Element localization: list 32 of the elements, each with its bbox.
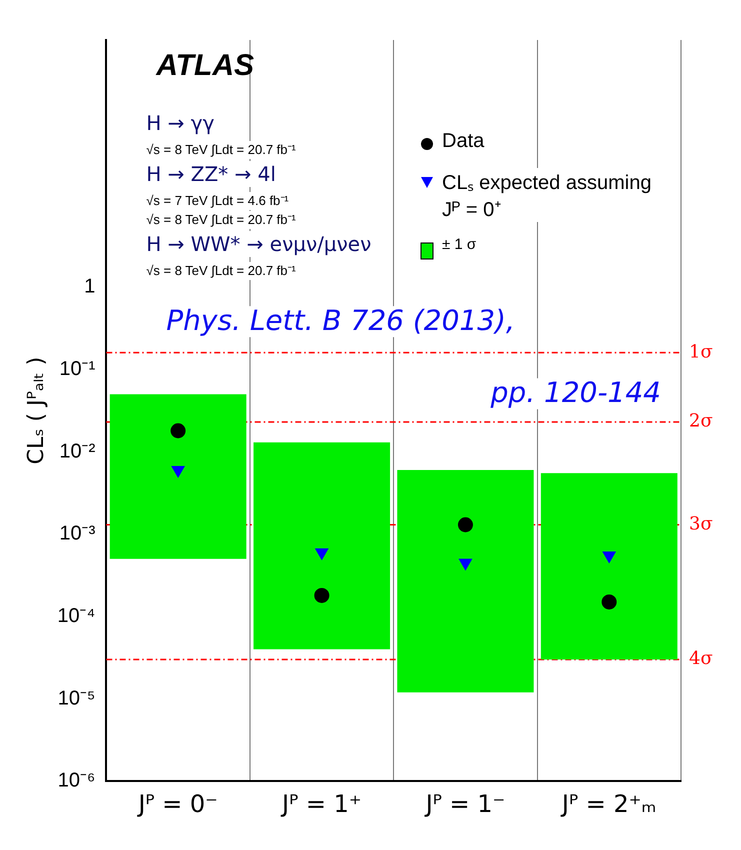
bar: [397, 470, 534, 692]
annotation: √s = 8 TeV ∫Ldt = 20.7 fb⁻¹: [146, 212, 297, 227]
y-tick-label: 10⁻²: [59, 440, 96, 462]
y-tick-label: 10⁻⁴: [57, 605, 96, 628]
legend-label: Data: [442, 130, 484, 153]
annotation: ATLAS: [155, 49, 254, 82]
bar: [540, 473, 678, 660]
y-tick-label: 10⁻⁶: [58, 770, 96, 792]
x-tick-label: Jᴾ = 1⁺: [280, 790, 362, 818]
annotation: H → γγ: [146, 111, 215, 135]
y-axis-title: CLₛ ( Jᴾₐₗₜ ): [24, 356, 49, 464]
annotation: H → ZZ* → 4l: [146, 162, 276, 186]
bar: [110, 394, 246, 559]
legend-label: ± 1 σ: [442, 236, 476, 253]
annotation: √s = 8 TeV ∫Ldt = 20.7 fb⁻¹: [146, 142, 297, 157]
y-tick-label: 10⁻⁵: [58, 687, 96, 710]
bar: [254, 442, 390, 650]
ref-line-label: 4σ: [689, 648, 713, 670]
annotation: √s = 8 TeV ∫Ldt = 20.7 fb⁻¹: [146, 263, 297, 278]
y-tick-label: 10⁻³: [59, 522, 96, 545]
x-tick-label: Jᴾ = 2⁺ₘ: [560, 790, 656, 818]
y-tick-label: 10⁻¹: [59, 358, 96, 380]
annotation: H → WW* → eνμν/μνeν: [146, 232, 372, 256]
ref-line-label: 2σ: [689, 410, 713, 432]
x-tick-label: Jᴾ = 0⁻: [136, 790, 218, 818]
text: Phys. Lett. B 726 (2013), pp. 120-144: [166, 304, 662, 410]
annotation: √s = 7 TeV ∫Ldt = 4.6 fb⁻¹: [146, 193, 290, 208]
y-tick-label: 1: [84, 276, 96, 298]
ref-line-label: 3σ: [689, 513, 713, 534]
x-tick-label: Jᴾ = 1⁻: [424, 790, 506, 818]
ref-line-label: 1σ: [689, 341, 713, 362]
legend-label: CLₛ expected assuming Jᴾ = 0⁺: [442, 168, 670, 222]
